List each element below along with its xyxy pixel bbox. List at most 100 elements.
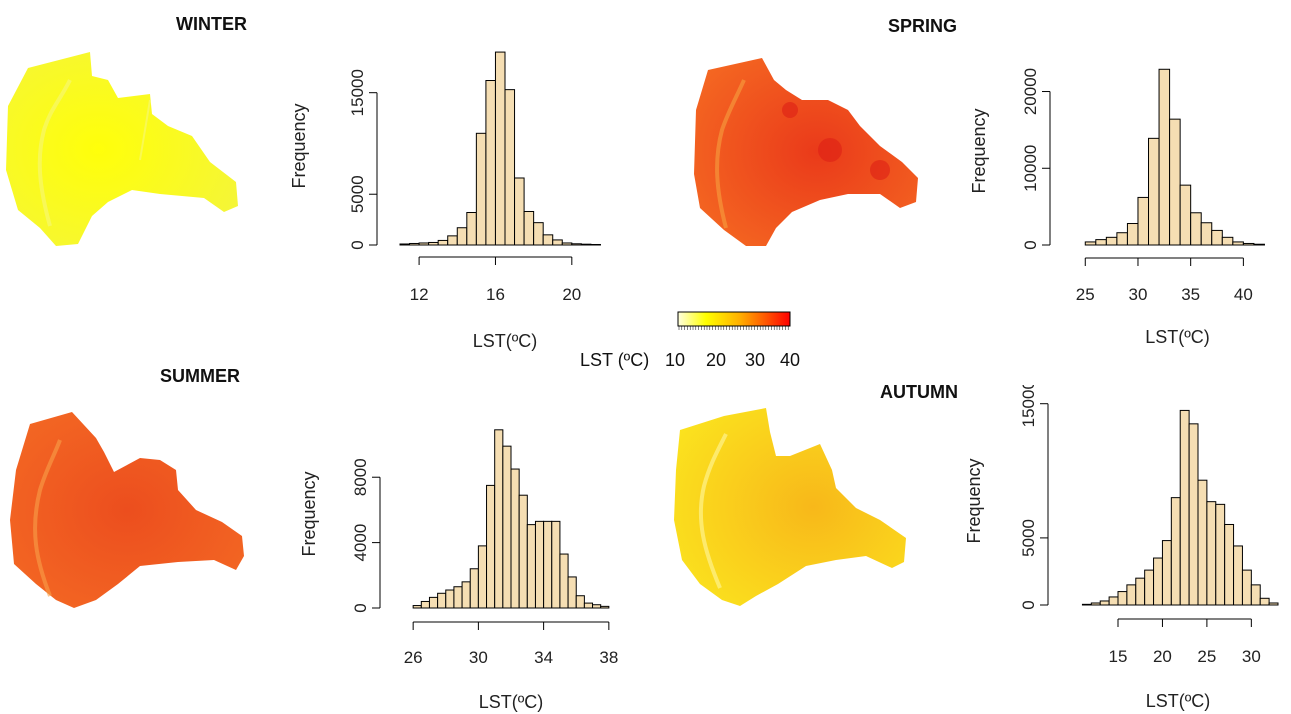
x-tick-label: 34: [534, 648, 553, 667]
histogram-bar: [1197, 479, 1208, 606]
x-tick-label: 25: [1076, 285, 1095, 304]
x-axis-title: LST(ºC): [1146, 691, 1211, 711]
histogram-bar: [1179, 409, 1190, 606]
histogram-bar: [526, 524, 536, 609]
y-axis-title: Frequency: [964, 458, 984, 543]
histogram-bar: [477, 545, 488, 609]
histogram-bar: [502, 445, 512, 609]
histogram-bar: [1148, 137, 1160, 246]
histogram-bar: [1211, 229, 1223, 246]
histogram-bar: [1233, 545, 1243, 606]
x-tick-label: 38: [599, 648, 618, 667]
x-tick-label: 15: [1109, 647, 1128, 666]
map-shape-summer: [10, 412, 244, 608]
y-tick-label: 15000: [1019, 385, 1038, 427]
x-tick-label: 16: [486, 285, 505, 304]
histogram-bar: [437, 592, 447, 609]
histogram-bar: [1215, 503, 1226, 606]
histogram-bar: [409, 242, 420, 246]
y-axis-title: Frequency: [969, 108, 989, 193]
y-tick-label: 8000: [351, 458, 370, 496]
histogram-bar: [1117, 591, 1128, 606]
x-tick-label: 30: [469, 648, 488, 667]
histogram-bar: [1126, 584, 1137, 606]
title-summer: SUMMER: [160, 366, 240, 386]
histogram-bar: [1242, 242, 1255, 246]
lst-map-winter: [6, 52, 238, 246]
histogram-bar: [1259, 597, 1270, 606]
title-spring: SPRING: [888, 16, 958, 36]
histogram-bar: [510, 468, 520, 609]
histogram-bar: [1090, 602, 1101, 606]
histogram-bar: [1158, 68, 1171, 246]
x-tick-label: 12: [410, 285, 429, 304]
y-axis-title: Frequency: [299, 471, 319, 556]
histogram-bar: [494, 429, 504, 609]
histogram-bar: [1190, 212, 1202, 246]
y-tick-label: 0: [1019, 600, 1038, 609]
histogram-bar: [1153, 557, 1163, 606]
y-tick-label: 5000: [348, 175, 367, 213]
histogram-summer: 26 30 34 38 0 4000 8000 LST(ºC) Frequency: [299, 429, 618, 712]
histogram-bar: [559, 553, 569, 609]
histogram-bar: [1169, 118, 1181, 246]
map-hotspot: [818, 138, 842, 162]
histogram-bar: [486, 484, 496, 609]
histogram-bar: [453, 586, 463, 609]
histogram-bar: [420, 600, 430, 609]
histogram-bar: [567, 576, 577, 609]
x-tick-label: 40: [1234, 285, 1253, 304]
histogram-winter: 12 16 20 0 5000 15000 LST(ºC) Frequency: [289, 51, 601, 351]
y-tick-label: 20000: [1021, 68, 1040, 115]
histogram-bar: [412, 605, 422, 609]
histogram-bar: [1250, 584, 1261, 606]
histogram-bar: [592, 604, 602, 609]
x-tick-label: 26: [404, 648, 423, 667]
title-autumn: AUTUMN: [880, 382, 958, 402]
histogram-bar: [1206, 501, 1217, 606]
histogram-bar: [1253, 243, 1265, 246]
histogram-bar: [504, 89, 516, 246]
histogram-bar: [456, 227, 468, 246]
histogram-bar: [542, 234, 554, 246]
map-shape-autumn: [674, 408, 906, 606]
histogram-bar: [1081, 603, 1092, 606]
histogram-bar: [1099, 600, 1110, 606]
map-hotspot: [782, 102, 798, 118]
histogram-bar: [1108, 596, 1119, 606]
histogram-bar: [1241, 569, 1252, 606]
map-texture-summer: [33, 439, 62, 597]
histogram-bar: [418, 242, 430, 246]
legend-tick-30: 30: [745, 350, 766, 370]
histogram-bar: [543, 520, 553, 609]
histogram-bar: [469, 568, 479, 609]
histogram-bar: [437, 239, 449, 246]
histogram-bar: [1144, 569, 1155, 606]
histogram-bar: [518, 494, 528, 609]
map-texture-autumn: [698, 433, 728, 589]
histogram-bar: [1200, 222, 1213, 246]
histogram-bar: [571, 243, 582, 246]
histogram-bar: [1116, 232, 1128, 246]
y-tick-label: 0: [351, 603, 370, 612]
title-winter: WINTER: [176, 14, 247, 34]
x-axis-title: LST(ºC): [473, 331, 538, 351]
y-tick-label: 4000: [351, 524, 370, 562]
histogram-bar: [552, 239, 563, 246]
y-axis-title: Frequency: [289, 103, 309, 188]
map-hotspot: [870, 160, 890, 180]
histogram-bar: [561, 242, 573, 246]
histogram-bar: [1126, 223, 1139, 246]
histogram-bar: [447, 235, 458, 246]
map-texture-winter: [139, 99, 151, 161]
histogram-bar: [514, 177, 525, 246]
histogram-bar: [551, 520, 561, 609]
y-tick-label: 0: [1021, 240, 1040, 249]
legend-label: LST (ºC): [580, 350, 650, 370]
histogram-bar: [1095, 239, 1107, 246]
map-texture-spring: [715, 79, 746, 229]
y-tick-label: 0: [348, 240, 367, 249]
histogram-bar: [523, 210, 535, 246]
histogram-bar: [461, 581, 471, 609]
histogram-bar: [600, 605, 610, 609]
